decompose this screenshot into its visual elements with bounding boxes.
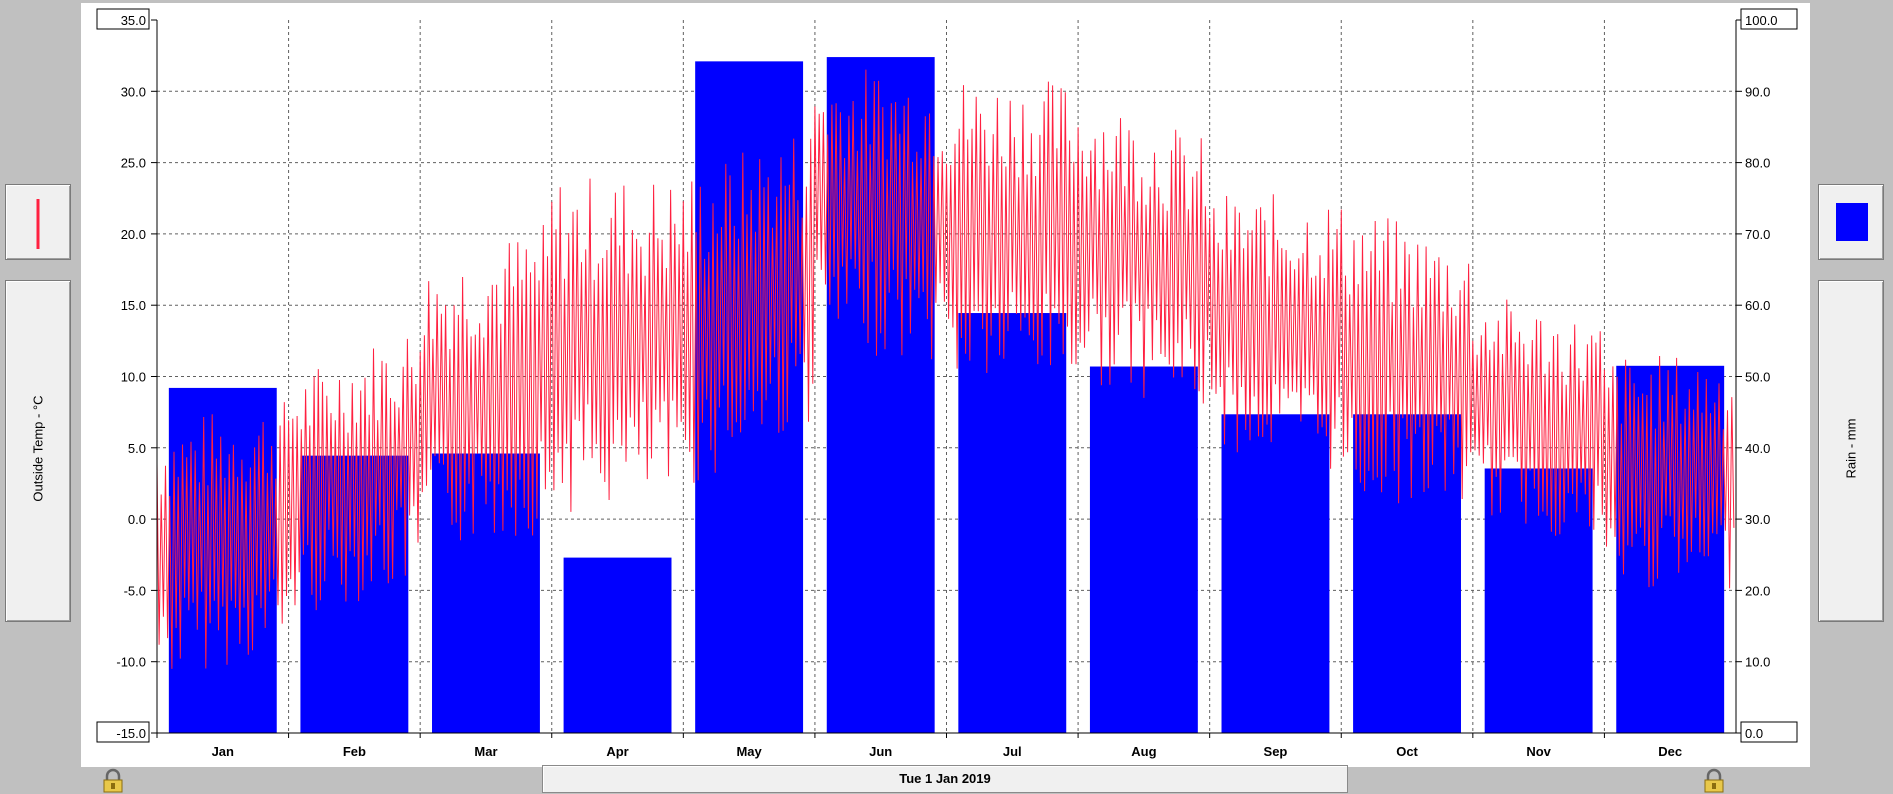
month-ticks: Jan Feb Mar Apr May Jun Jul Aug Sep Oct Nov Dec — [156, 733, 1682, 759]
right-tick-label: 90.0 — [1745, 84, 1770, 99]
rain-bar-feb — [300, 455, 409, 733]
right-tick-box — [1740, 8, 1798, 30]
right-tick-label: 60.0 — [1745, 298, 1770, 313]
month-label-dec: Dec — [1658, 744, 1682, 759]
right-tick-label: 50.0 — [1745, 370, 1770, 385]
temp-series-line — [156, 69, 1735, 669]
rain-legend-box[interactable] — [1818, 184, 1884, 260]
red-line-icon — [36, 199, 40, 249]
left-tick-label: 5.0 — [128, 441, 146, 456]
right-tick-label: 40.0 — [1745, 441, 1770, 456]
month-label-oct: Oct — [1396, 744, 1418, 759]
date-bar[interactable]: Tue 1 Jan 2019 — [542, 765, 1348, 793]
right-tick-label: 100.0 — [1745, 13, 1778, 28]
month-label-apr: Apr — [606, 744, 628, 759]
left-tick-label: 20.0 — [121, 227, 146, 242]
blue-square-icon — [1836, 203, 1868, 241]
left-tick-label: 15.0 — [121, 298, 146, 313]
left-tick-label: -5.0 — [124, 583, 146, 598]
right-tick-label: 80.0 — [1745, 156, 1770, 171]
left-tick-label: 25.0 — [121, 156, 146, 171]
left-axis-label: Outside Temp - °C — [30, 395, 46, 502]
month-label-jun: Jun — [869, 744, 892, 759]
right-axis-panel[interactable]: Rain - mm — [1818, 280, 1884, 622]
rain-bar-aug — [1089, 366, 1198, 733]
left-tick-label: 30.0 — [121, 84, 146, 99]
left-tick-label: -10.0 — [116, 655, 146, 670]
right-tick-label: 20.0 — [1745, 583, 1770, 598]
left-tick-label: 0.0 — [128, 512, 146, 527]
month-label-jul: Jul — [1003, 744, 1022, 759]
left-tick-label: 35.0 — [121, 13, 146, 28]
month-label-sep: Sep — [1264, 744, 1288, 759]
rain-bar-apr — [563, 557, 672, 733]
left-tick-label: 10.0 — [121, 370, 146, 385]
temp-line — [156, 69, 1735, 669]
month-label-nov: Nov — [1526, 744, 1551, 759]
left-axis-panel[interactable]: Outside Temp - °C — [5, 280, 71, 622]
rain-bar-may — [695, 61, 804, 733]
right-tick-label: 10.0 — [1745, 655, 1770, 670]
left-tick-label: -15.0 — [116, 726, 146, 741]
right-tick-label: 30.0 — [1745, 512, 1770, 527]
right-axis-ticks: 100.0 90.0 80.0 70.0 60.0 50.0 40.0 30.0 20.0 10.… — [1736, 8, 1798, 743]
month-label-mar: Mar — [474, 744, 497, 759]
month-label-feb: Feb — [343, 744, 366, 759]
right-tick-box — [1740, 721, 1798, 743]
rain-bar-oct — [1353, 414, 1461, 733]
right-axis-label: Rain - mm — [1843, 418, 1859, 479]
left-tick-box — [96, 721, 150, 743]
right-tick-label: 0.0 — [1745, 726, 1763, 741]
padlock-icon-left[interactable] — [100, 768, 126, 794]
month-label-jan: Jan — [212, 744, 234, 759]
left-tick-box — [96, 8, 150, 30]
rain-bar-jun — [826, 57, 935, 734]
month-label-aug: Aug — [1131, 744, 1156, 759]
rain-bar-sep — [1221, 414, 1330, 733]
left-axis-ticks: 35.0 30.0 25.0 20.0 15.0 10.0 5.0 0.0 -5.0 -10.0 -… — [96, 8, 157, 743]
padlock-icon-right[interactable] — [1701, 768, 1727, 794]
month-label-may: May — [736, 744, 762, 759]
rain-bar-jul — [958, 313, 1067, 733]
temp-legend-box[interactable] — [5, 184, 71, 260]
right-tick-label: 70.0 — [1745, 227, 1770, 242]
